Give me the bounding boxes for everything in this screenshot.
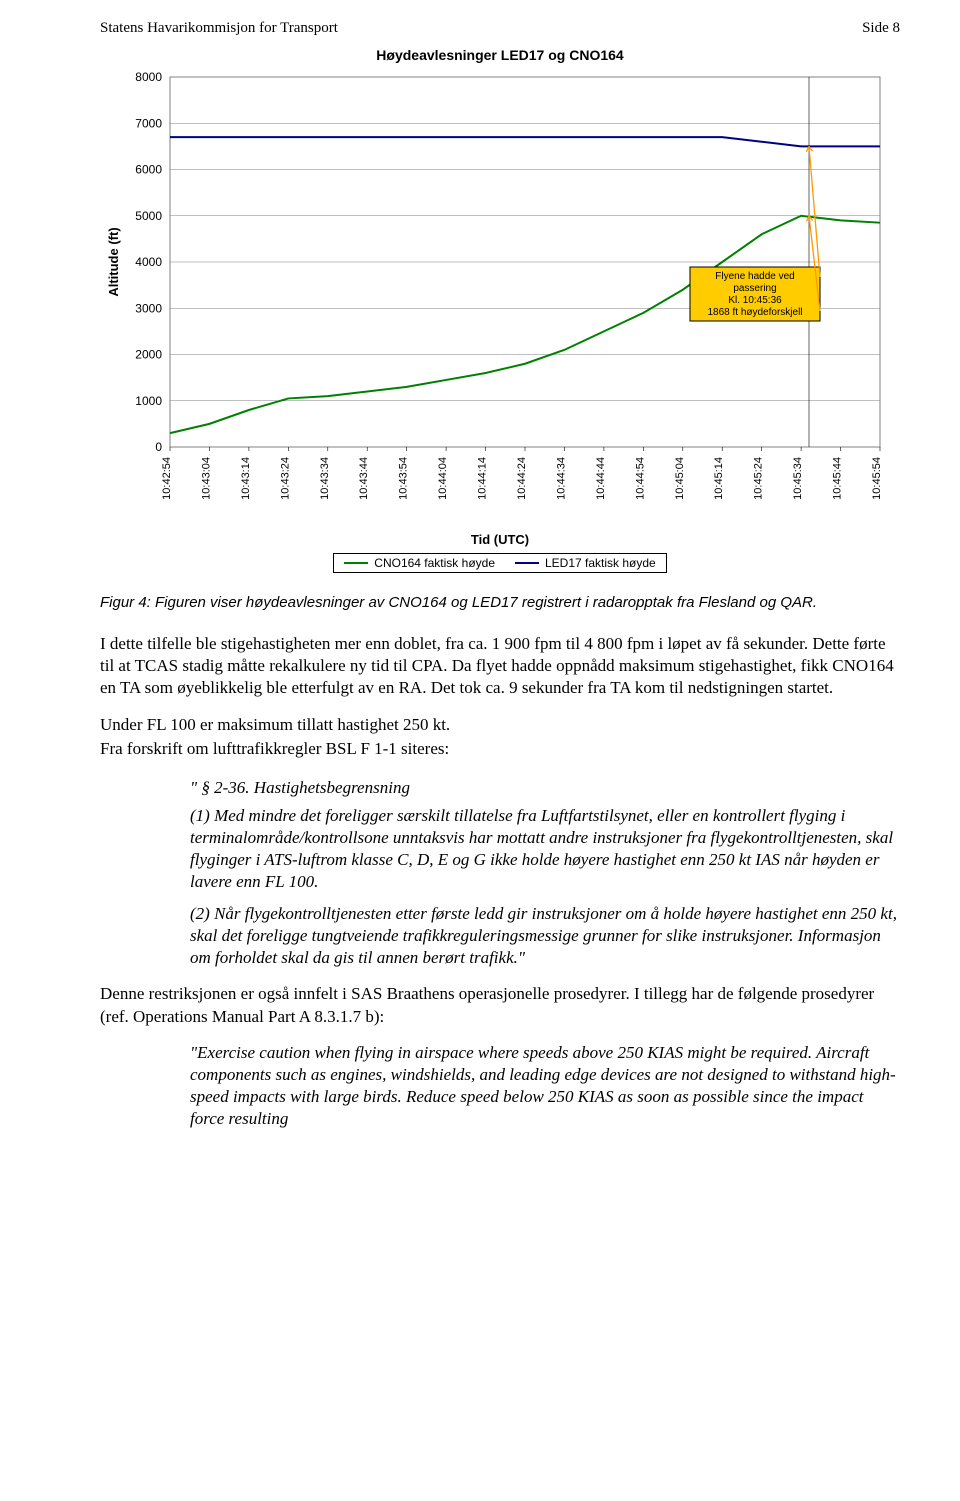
svg-text:10:45:04: 10:45:04 [674, 457, 686, 500]
svg-text:10:43:44: 10:43:44 [358, 457, 370, 500]
legend-swatch-cno164 [344, 562, 368, 564]
altitude-chart: 0 1000 2000 3000 4000 5000 6000 7000 8000 10:42:5… [100, 67, 900, 573]
header-left: Statens Havarikommisjon for Transport [100, 20, 338, 37]
legend-label-cno164: CNO164 faktisk høyde [374, 556, 495, 570]
paragraph-4: Denne restriksjonen er også innfelt i SA… [100, 983, 900, 1027]
svg-text:5000: 5000 [135, 209, 162, 223]
paragraph-1: I dette tilfelle ble stigehastigheten me… [100, 633, 900, 699]
svg-text:10:43:24: 10:43:24 [279, 457, 291, 500]
svg-text:10:45:24: 10:45:24 [753, 457, 765, 500]
legend-item-cno164: CNO164 faktisk høyde [344, 556, 495, 570]
page: Statens Havarikommisjon for Transport Si… [0, 0, 960, 1184]
svg-text:10:43:34: 10:43:34 [319, 457, 331, 500]
svg-text:10:44:34: 10:44:34 [555, 457, 567, 500]
paragraph-3: Fra forskrift om lufttrafikkregler BSL F… [100, 738, 900, 760]
svg-text:10:43:54: 10:43:54 [398, 457, 410, 500]
figure-caption: Figur 4: Figuren viser høydeavlesninger … [100, 593, 900, 613]
quote-paragraph-2: (2) Når flygekontrolltjenesten etter før… [190, 903, 900, 969]
svg-text:4000: 4000 [135, 255, 162, 269]
svg-text:10:44:24: 10:44:24 [516, 457, 528, 500]
legend-label-led17: LED17 faktisk høyde [545, 556, 656, 570]
quote-heading: " § 2-36. Hastighetsbegrensning [190, 777, 900, 799]
svg-text:Kl. 10:45:36: Kl. 10:45:36 [728, 295, 782, 306]
legend-swatch-led17 [515, 562, 539, 564]
svg-text:10:44:14: 10:44:14 [477, 457, 489, 500]
svg-text:Flyene hadde ved: Flyene hadde ved [715, 271, 795, 282]
svg-text:10:45:54: 10:45:54 [871, 457, 883, 500]
svg-text:10:45:44: 10:45:44 [832, 457, 844, 500]
svg-text:1868 ft høydeforskjell: 1868 ft høydeforskjell [707, 307, 802, 318]
svg-text:2000: 2000 [135, 348, 162, 362]
svg-text:Altitude (ft): Altitude (ft) [106, 227, 121, 296]
svg-text:10:45:14: 10:45:14 [713, 457, 725, 500]
quote2-paragraph: "Exercise caution when flying in airspac… [190, 1042, 900, 1130]
svg-text:7000: 7000 [135, 116, 162, 130]
paragraph-2: Under FL 100 er maksimum tillatt hastigh… [100, 714, 900, 736]
svg-text:10:44:04: 10:44:04 [437, 457, 449, 500]
svg-text:6000: 6000 [135, 163, 162, 177]
svg-text:0: 0 [155, 440, 162, 454]
svg-text:10:42:54: 10:42:54 [161, 457, 173, 500]
legend-item-led17: LED17 faktisk høyde [515, 556, 656, 570]
svg-text:10:44:44: 10:44:44 [595, 457, 607, 500]
header-right: Side 8 [862, 20, 900, 37]
svg-text:10:43:14: 10:43:14 [240, 457, 252, 500]
quote-paragraph-1: (1) Med mindre det foreligger særskilt t… [190, 805, 900, 893]
svg-text:10:44:54: 10:44:54 [634, 457, 646, 500]
chart-svg: 0 1000 2000 3000 4000 5000 6000 7000 8000 10:42:5… [100, 67, 900, 527]
svg-text:10:43:04: 10:43:04 [200, 457, 212, 500]
svg-text:10:45:34: 10:45:34 [792, 457, 804, 500]
svg-text:passering: passering [733, 283, 776, 294]
page-header: Statens Havarikommisjon for Transport Si… [100, 20, 900, 37]
svg-text:1000: 1000 [135, 394, 162, 408]
quote-block-1: " § 2-36. Hastighetsbegrensning (1) Med … [190, 777, 900, 970]
svg-text:8000: 8000 [135, 70, 162, 84]
chart-title: Høydeavlesninger LED17 og CNO164 [100, 47, 900, 63]
quote-block-2: "Exercise caution when flying in airspac… [190, 1042, 900, 1130]
chart-legend: CNO164 faktisk høyde LED17 faktisk høyde [333, 553, 666, 573]
x-axis-label: Tid (UTC) [100, 532, 900, 547]
svg-text:3000: 3000 [135, 301, 162, 315]
